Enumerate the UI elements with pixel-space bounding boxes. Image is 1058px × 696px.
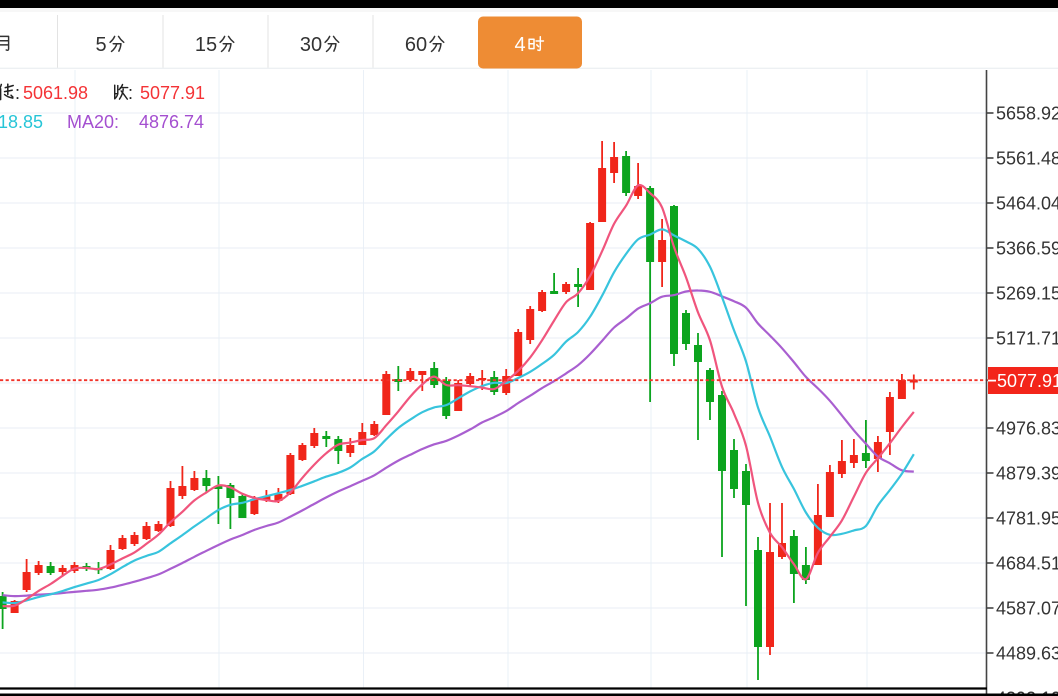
svg-text:4879.39: 4879.39 <box>996 463 1058 483</box>
svg-text:4587.07: 4587.07 <box>996 598 1058 618</box>
svg-text:5366.59: 5366.59 <box>996 238 1058 258</box>
svg-text:5: 5 <box>95 34 106 56</box>
svg-text:4976.83: 4976.83 <box>996 418 1058 438</box>
svg-text::: : <box>15 83 20 103</box>
svg-text:MA20:: MA20: <box>67 112 119 132</box>
svg-text:5077.91: 5077.91 <box>997 371 1058 391</box>
svg-text:30: 30 <box>300 34 322 56</box>
svg-text:4876.74: 4876.74 <box>139 112 204 132</box>
svg-text:18.85: 18.85 <box>0 112 43 132</box>
svg-text:5077.91: 5077.91 <box>140 83 205 103</box>
svg-text:4: 4 <box>514 34 525 56</box>
svg-text:4392.19: 4392.19 <box>996 688 1058 696</box>
svg-text:5658.92: 5658.92 <box>996 103 1058 123</box>
svg-text:5464.04: 5464.04 <box>996 193 1058 213</box>
svg-text:15: 15 <box>195 34 217 56</box>
svg-text:5171.71: 5171.71 <box>996 328 1058 348</box>
svg-text:5269.15: 5269.15 <box>996 283 1058 303</box>
svg-text:4489.63: 4489.63 <box>996 643 1058 663</box>
svg-text:60: 60 <box>405 34 427 56</box>
svg-text::: : <box>128 83 133 103</box>
svg-text:5561.48: 5561.48 <box>996 148 1058 168</box>
svg-text:4684.51: 4684.51 <box>996 553 1058 573</box>
svg-text:5061.98: 5061.98 <box>23 83 88 103</box>
svg-text:4781.95: 4781.95 <box>996 508 1058 528</box>
